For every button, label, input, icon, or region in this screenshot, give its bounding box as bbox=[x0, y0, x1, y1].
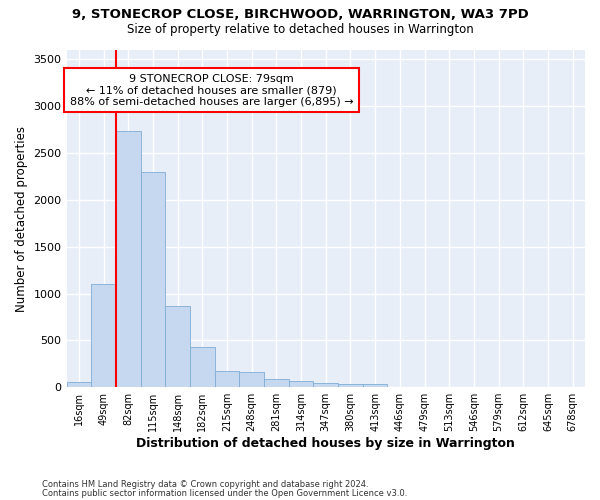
Text: Size of property relative to detached houses in Warrington: Size of property relative to detached ho… bbox=[127, 22, 473, 36]
Bar bbox=[289, 381, 313, 387]
Bar bbox=[264, 379, 289, 387]
Bar bbox=[116, 132, 140, 387]
Bar bbox=[165, 306, 190, 387]
Bar bbox=[140, 172, 165, 387]
Bar bbox=[215, 372, 239, 387]
Text: 9, STONECROP CLOSE, BIRCHWOOD, WARRINGTON, WA3 7PD: 9, STONECROP CLOSE, BIRCHWOOD, WARRINGTO… bbox=[71, 8, 529, 20]
Text: Contains public sector information licensed under the Open Government Licence v3: Contains public sector information licen… bbox=[42, 488, 407, 498]
Bar bbox=[313, 382, 338, 387]
Bar bbox=[363, 384, 388, 387]
Y-axis label: Number of detached properties: Number of detached properties bbox=[15, 126, 28, 312]
Text: 9 STONECROP CLOSE: 79sqm
← 11% of detached houses are smaller (879)
88% of semi-: 9 STONECROP CLOSE: 79sqm ← 11% of detach… bbox=[70, 74, 353, 107]
Bar bbox=[338, 384, 363, 387]
Bar bbox=[91, 284, 116, 387]
Bar bbox=[190, 347, 215, 387]
X-axis label: Distribution of detached houses by size in Warrington: Distribution of detached houses by size … bbox=[136, 437, 515, 450]
Bar bbox=[67, 382, 91, 387]
Bar bbox=[239, 372, 264, 387]
Text: Contains HM Land Registry data © Crown copyright and database right 2024.: Contains HM Land Registry data © Crown c… bbox=[42, 480, 368, 489]
